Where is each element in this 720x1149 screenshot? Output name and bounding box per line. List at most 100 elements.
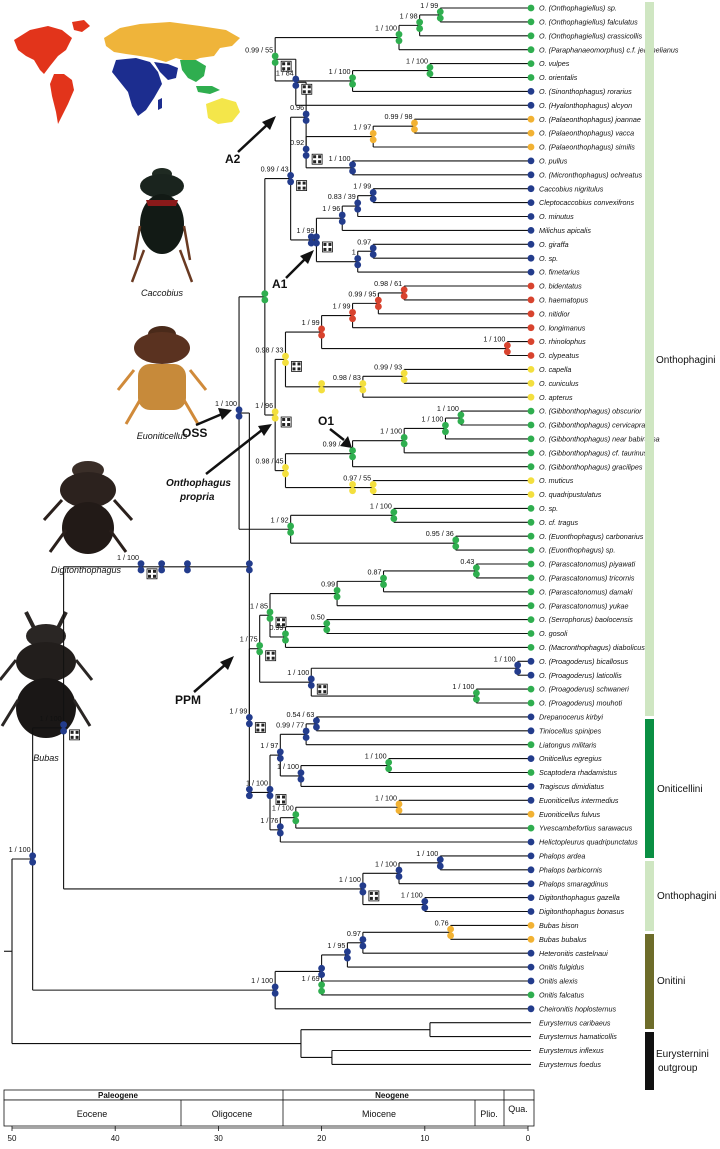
node-dot: [369, 251, 377, 258]
node-dot: [457, 417, 465, 425]
node-dot: [313, 723, 320, 731]
taxon-label: O. haematopus: [539, 296, 589, 305]
tip-dot: [527, 532, 535, 540]
tip-dot: [527, 880, 535, 888]
propria-arrow-head: [258, 424, 272, 436]
support-value: 1 / 100: [375, 859, 397, 868]
taxon-label: Caccobius nigritulus: [539, 184, 604, 193]
node-dot: [245, 785, 253, 793]
support-value: 1 / 100: [329, 154, 351, 163]
node-dot: [349, 74, 356, 82]
tip-dot: [527, 477, 535, 484]
taxon-label: Eurysternus inflexus: [539, 1046, 604, 1055]
support-value: 0.83 / 39: [328, 192, 356, 201]
tip-dot: [527, 129, 535, 137]
oss-label: OSS: [182, 426, 207, 440]
support-value: 1 / 100: [287, 668, 309, 677]
node-dot: [302, 727, 310, 735]
tip-dot: [527, 352, 535, 359]
support-value: 1 / 96: [322, 204, 340, 213]
support-value: 1 / 99: [420, 1, 438, 10]
node-dot: [266, 785, 274, 793]
node-dot: [442, 421, 449, 429]
tip-dot: [527, 254, 535, 262]
taxon-label: Onitis fulgidus: [539, 963, 585, 972]
tip-dot: [527, 741, 535, 749]
node-dot: [282, 636, 289, 644]
taxon-label: O. orientalis: [539, 73, 578, 82]
node-dot: [271, 983, 279, 991]
taxon-label: O. (Gibbonthophagus) cf. taurinus: [539, 448, 648, 457]
tip-dot: [527, 435, 535, 443]
tip-dot: [527, 630, 535, 637]
taxon-label: O. (Macronthophagus) diabolicus: [539, 643, 645, 652]
node-dot: [235, 406, 243, 414]
node-dot: [271, 414, 279, 422]
euoniticellus-photo: [116, 326, 208, 425]
taxon-label: O. (Parascatonomus) piyawati: [539, 560, 636, 569]
node-dot: [292, 817, 300, 825]
tribe-bars: Onthophagini Oniticellini Onthophagini O…: [645, 2, 717, 1090]
node-dot: [503, 341, 511, 349]
clade-annotations: A2 A1 OSS Onthophagus propria O1 PPM: [166, 116, 352, 707]
taxon-label: O. bidentatus: [539, 282, 582, 291]
support-value: 1 / 97: [353, 123, 371, 132]
tip-dot: [527, 977, 535, 985]
support-value: 0.97: [357, 237, 371, 246]
support-value: 1 / 99: [229, 707, 247, 716]
taxon-label: O. (Palaeonthophagus) joannae: [539, 115, 641, 124]
taxon-label: Cheironitis hoplosternus: [539, 1004, 617, 1013]
node-dot: [447, 925, 454, 933]
node-dot: [60, 721, 67, 729]
node-dot: [354, 261, 362, 269]
onitini-bar: [645, 934, 654, 1029]
outgroup-bar: [645, 1032, 654, 1090]
node-dot: [416, 18, 424, 26]
taxon-label: O. muticus: [539, 476, 574, 485]
support-value: 1 / 100: [215, 399, 237, 408]
a2-label: A2: [225, 152, 241, 166]
node-dot: [400, 434, 408, 441]
node-dot: [323, 619, 331, 627]
taxon-label: Euoniticellus intermedius: [539, 796, 619, 805]
caccobius-label: Caccobius: [141, 288, 184, 298]
support-value: 1 / 75: [240, 635, 258, 644]
node-dot: [400, 440, 408, 448]
node-dot: [436, 8, 444, 16]
node-dot: [158, 560, 166, 568]
tip-dot: [527, 4, 535, 12]
node-dot: [400, 292, 408, 300]
tip-dot: [527, 866, 535, 874]
support-value: 1 / 100: [375, 24, 397, 33]
support-value: 0.99 / 93: [374, 362, 402, 371]
onthophagini-2-label: Onthophagini: [657, 891, 717, 902]
a2-arrow-head: [262, 116, 276, 130]
tip-dot: [527, 616, 535, 623]
node-dot: [323, 626, 331, 634]
tip-dot: [527, 1005, 535, 1013]
onthophagini-label: Onthophagini: [656, 355, 716, 366]
node-dot: [302, 145, 310, 153]
node-dot: [271, 989, 279, 997]
support-value: 1 / 99: [333, 302, 351, 311]
support-value: 1 / 100: [421, 414, 443, 423]
node-dot: [349, 453, 356, 461]
tip-dot: [527, 449, 535, 457]
taxon-label: O. (Parascatonomus) tricornis: [539, 574, 635, 583]
o1-arrow: [329, 428, 345, 441]
tip-dot: [527, 796, 535, 804]
tip-dot: [527, 338, 535, 345]
taxon-label: O. clypeatus: [539, 351, 579, 360]
node-dot: [421, 904, 429, 912]
node-dot: [359, 386, 367, 394]
node-dot: [344, 954, 351, 962]
support-value: 1 / 84: [276, 68, 294, 77]
node-dot: [447, 932, 454, 939]
time-tick-label: 50: [8, 1134, 17, 1143]
tip-dot: [527, 296, 535, 304]
map-madagascar: [158, 98, 162, 110]
node-dot: [184, 566, 191, 574]
support-value: 1 / 95: [327, 941, 345, 950]
support-value: 1 / 100: [370, 501, 392, 510]
node-dot: [245, 792, 253, 800]
